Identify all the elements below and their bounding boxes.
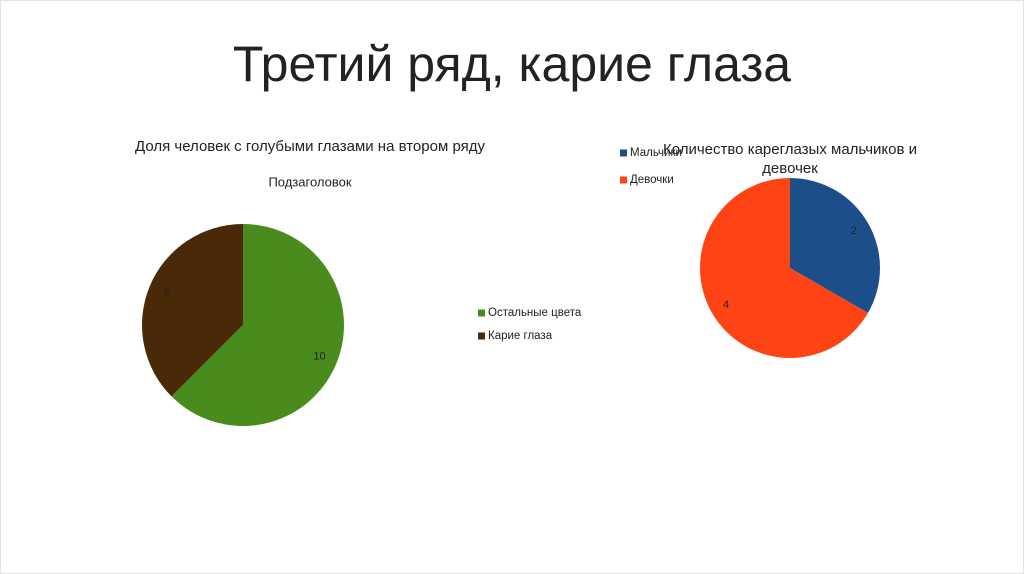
legend-label: Остальные цвета xyxy=(488,307,582,319)
data-label: 10 xyxy=(313,351,325,363)
legend-swatch xyxy=(620,149,627,157)
pie-slice xyxy=(142,224,243,397)
pie-slice xyxy=(700,178,868,358)
data-label: 6 xyxy=(163,287,169,299)
legend-label: Девочки xyxy=(630,174,674,186)
legend-swatch xyxy=(478,332,485,340)
pie-slice xyxy=(790,178,881,313)
chart-title: Доля человек с голубыми глазами на второ… xyxy=(135,138,485,155)
legend-swatch xyxy=(478,309,485,317)
slide-title: Третий ряд, карие глаза xyxy=(233,36,791,92)
data-label: 4 xyxy=(723,299,729,311)
chart-title: Количество кареглазых мальчиков и девоче… xyxy=(662,141,918,177)
pie-slice xyxy=(171,224,345,427)
legend-label: Карие глаза xyxy=(488,330,553,342)
legend-swatch xyxy=(620,176,627,184)
legend-label: Мальчики xyxy=(630,147,682,159)
chart-subtitle: Подзаголовок xyxy=(268,174,351,189)
data-label: 2 xyxy=(851,225,857,237)
